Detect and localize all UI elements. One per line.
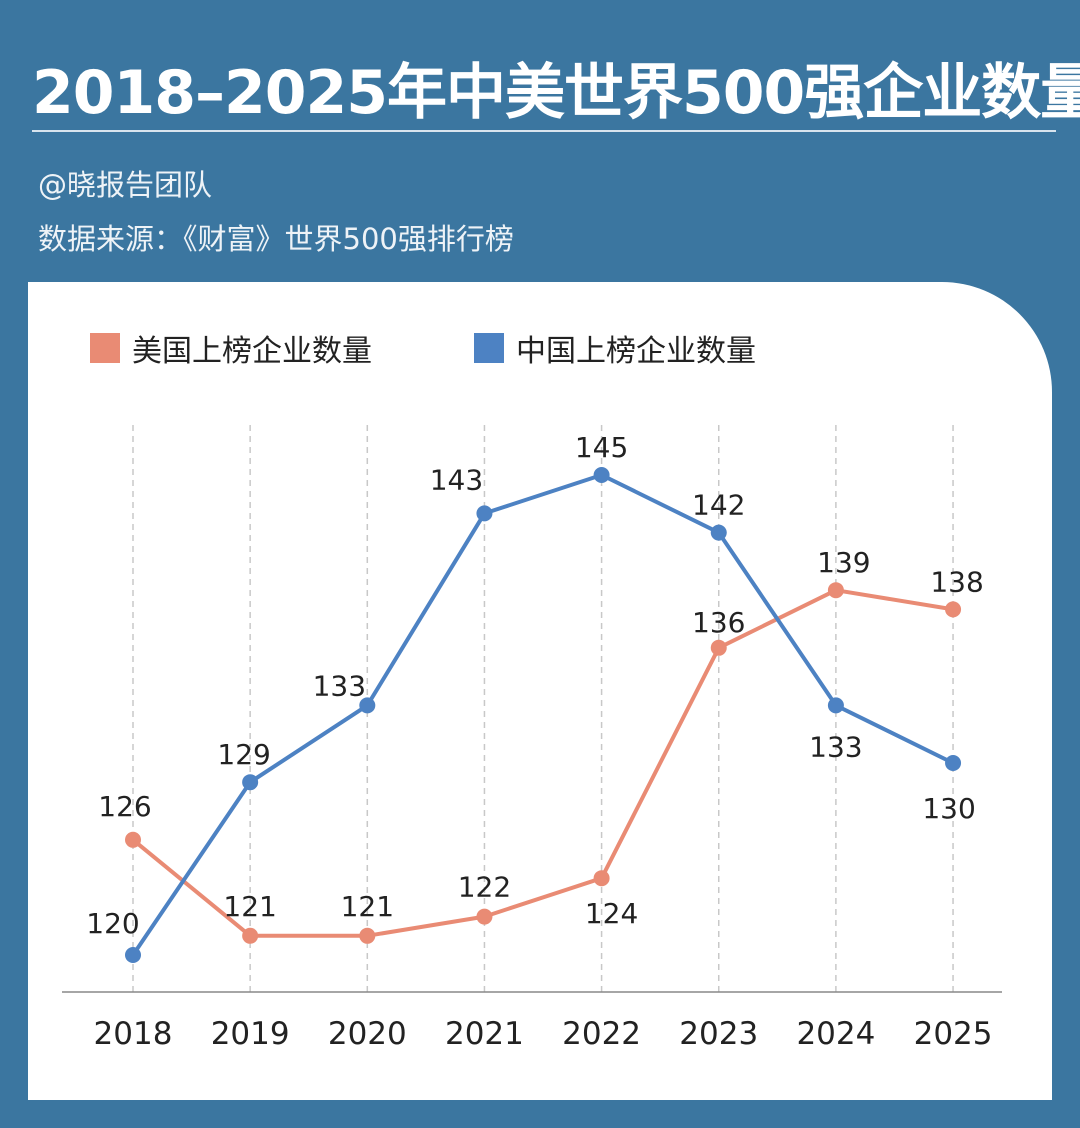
x-tick-label: 2020 <box>328 1016 407 1052</box>
x-tick-label: 2025 <box>914 1016 993 1052</box>
legend-swatch-us <box>90 333 120 363</box>
data-point <box>359 697 376 714</box>
data-point <box>945 755 962 771</box>
legend-item-us: 美国上榜企业数量 <box>90 326 372 370</box>
data-label: 138 <box>930 565 983 598</box>
data-point <box>945 601 962 618</box>
data-label: 126 <box>98 790 151 823</box>
data-label: 121 <box>223 890 276 923</box>
data-label: 133 <box>313 669 366 702</box>
data-label: 124 <box>585 897 638 930</box>
data-point <box>242 774 259 791</box>
title-divider <box>32 130 1056 132</box>
data-point <box>359 927 376 944</box>
data-point <box>125 831 141 848</box>
x-tick-label: 2023 <box>679 1016 758 1052</box>
x-tick-label: 2021 <box>445 1016 524 1052</box>
x-tick-label: 2022 <box>562 1016 641 1052</box>
data-point <box>242 927 259 944</box>
data-label: 139 <box>817 546 870 579</box>
data-point <box>125 947 141 963</box>
legend-swatch-china <box>474 333 504 363</box>
chart-card <box>28 282 1052 1100</box>
x-tick-label: 2018 <box>94 1016 173 1052</box>
data-label: 136 <box>692 606 745 639</box>
data-point <box>593 870 610 887</box>
data-label: 145 <box>575 431 628 464</box>
legend-label-china: 中国上榜企业数量 <box>516 334 756 369</box>
data-label: 129 <box>217 738 270 771</box>
data-label: 133 <box>809 730 862 763</box>
legend-item-china: 中国上榜企业数量 <box>474 326 756 370</box>
data-point <box>827 582 844 599</box>
data-point <box>476 505 493 522</box>
data-label: 143 <box>430 463 483 496</box>
series-line <box>131 588 954 938</box>
data-label: 122 <box>458 871 511 904</box>
data-label: 121 <box>341 890 394 923</box>
legend-label-us: 美国上榜企业数量 <box>132 334 372 369</box>
data-point <box>710 524 727 541</box>
data-label: 120 <box>86 907 139 940</box>
data-point <box>710 639 727 656</box>
x-tick-label: 2024 <box>796 1016 875 1052</box>
x-tick-label: 2019 <box>211 1016 290 1052</box>
data-point <box>593 467 610 483</box>
author-label: @晓报告团队 <box>38 168 213 202</box>
series-line <box>131 473 954 957</box>
data-point <box>476 908 493 925</box>
chart-title: 2018–2025年中美世界500强企业数量 <box>32 58 1080 128</box>
data-label: 142 <box>692 489 745 522</box>
source-label: 数据来源：《财富》世界500强排行榜 <box>38 222 514 256</box>
data-point <box>827 697 844 714</box>
data-label: 130 <box>922 792 975 825</box>
